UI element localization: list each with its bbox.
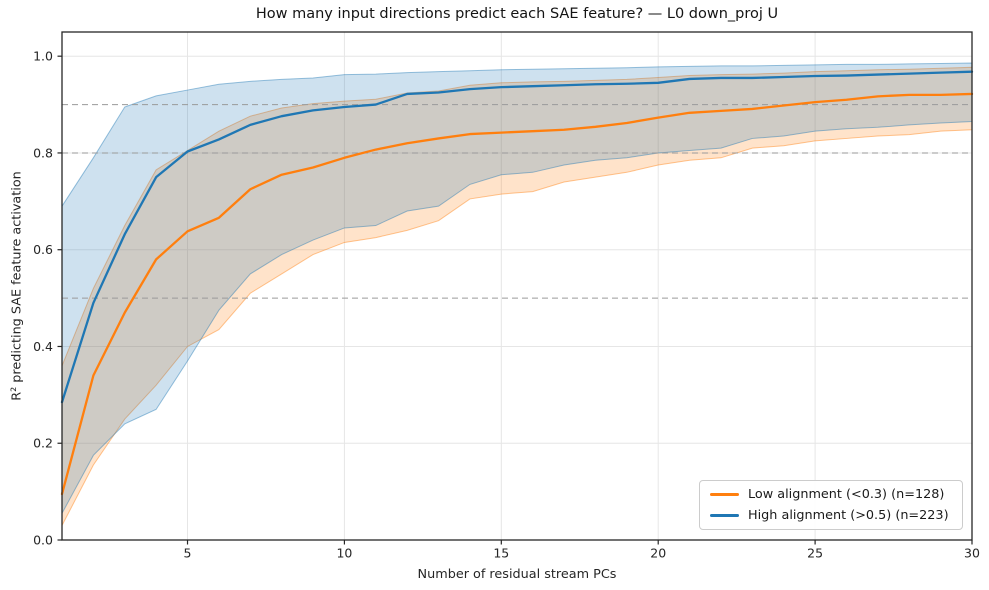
x-tick-label: 25	[807, 546, 823, 561]
series-line	[60, 70, 974, 404]
legend-swatch-blue	[710, 514, 739, 517]
y-tick-label: 0.4	[33, 339, 53, 354]
series-line	[60, 92, 974, 496]
y-tick-label: 0.2	[33, 436, 53, 451]
x-tick-label: 15	[493, 546, 509, 561]
x-tick-label: 30	[964, 546, 980, 561]
axes-spines	[61, 31, 973, 541]
legend-label: High alignment (>0.5) (n=223)	[748, 508, 949, 523]
y-tick-label: 0.0	[33, 532, 53, 547]
chart-title: How many input directions predict each S…	[255, 6, 779, 22]
x-tick-label: 5	[184, 546, 192, 561]
legend-label: Low alignment (<0.3) (n=128)	[748, 487, 945, 502]
legend: Low alignment (<0.3) (n=128) High alignm…	[699, 480, 963, 530]
y-tick-label: 0.6	[33, 242, 53, 257]
x-tick-label: 10	[336, 546, 352, 561]
y-tick-label: 1.0	[33, 48, 53, 63]
legend-swatch-orange	[710, 493, 739, 496]
legend-item-low-alignment: Low alignment (<0.3) (n=128)	[710, 487, 952, 502]
legend-item-high-alignment: High alignment (>0.5) (n=223)	[710, 508, 952, 523]
y-tick-label: 0.8	[33, 145, 53, 160]
x-tick-label: 20	[650, 546, 666, 561]
x-axis-label: Number of residual stream PCs	[417, 567, 617, 582]
